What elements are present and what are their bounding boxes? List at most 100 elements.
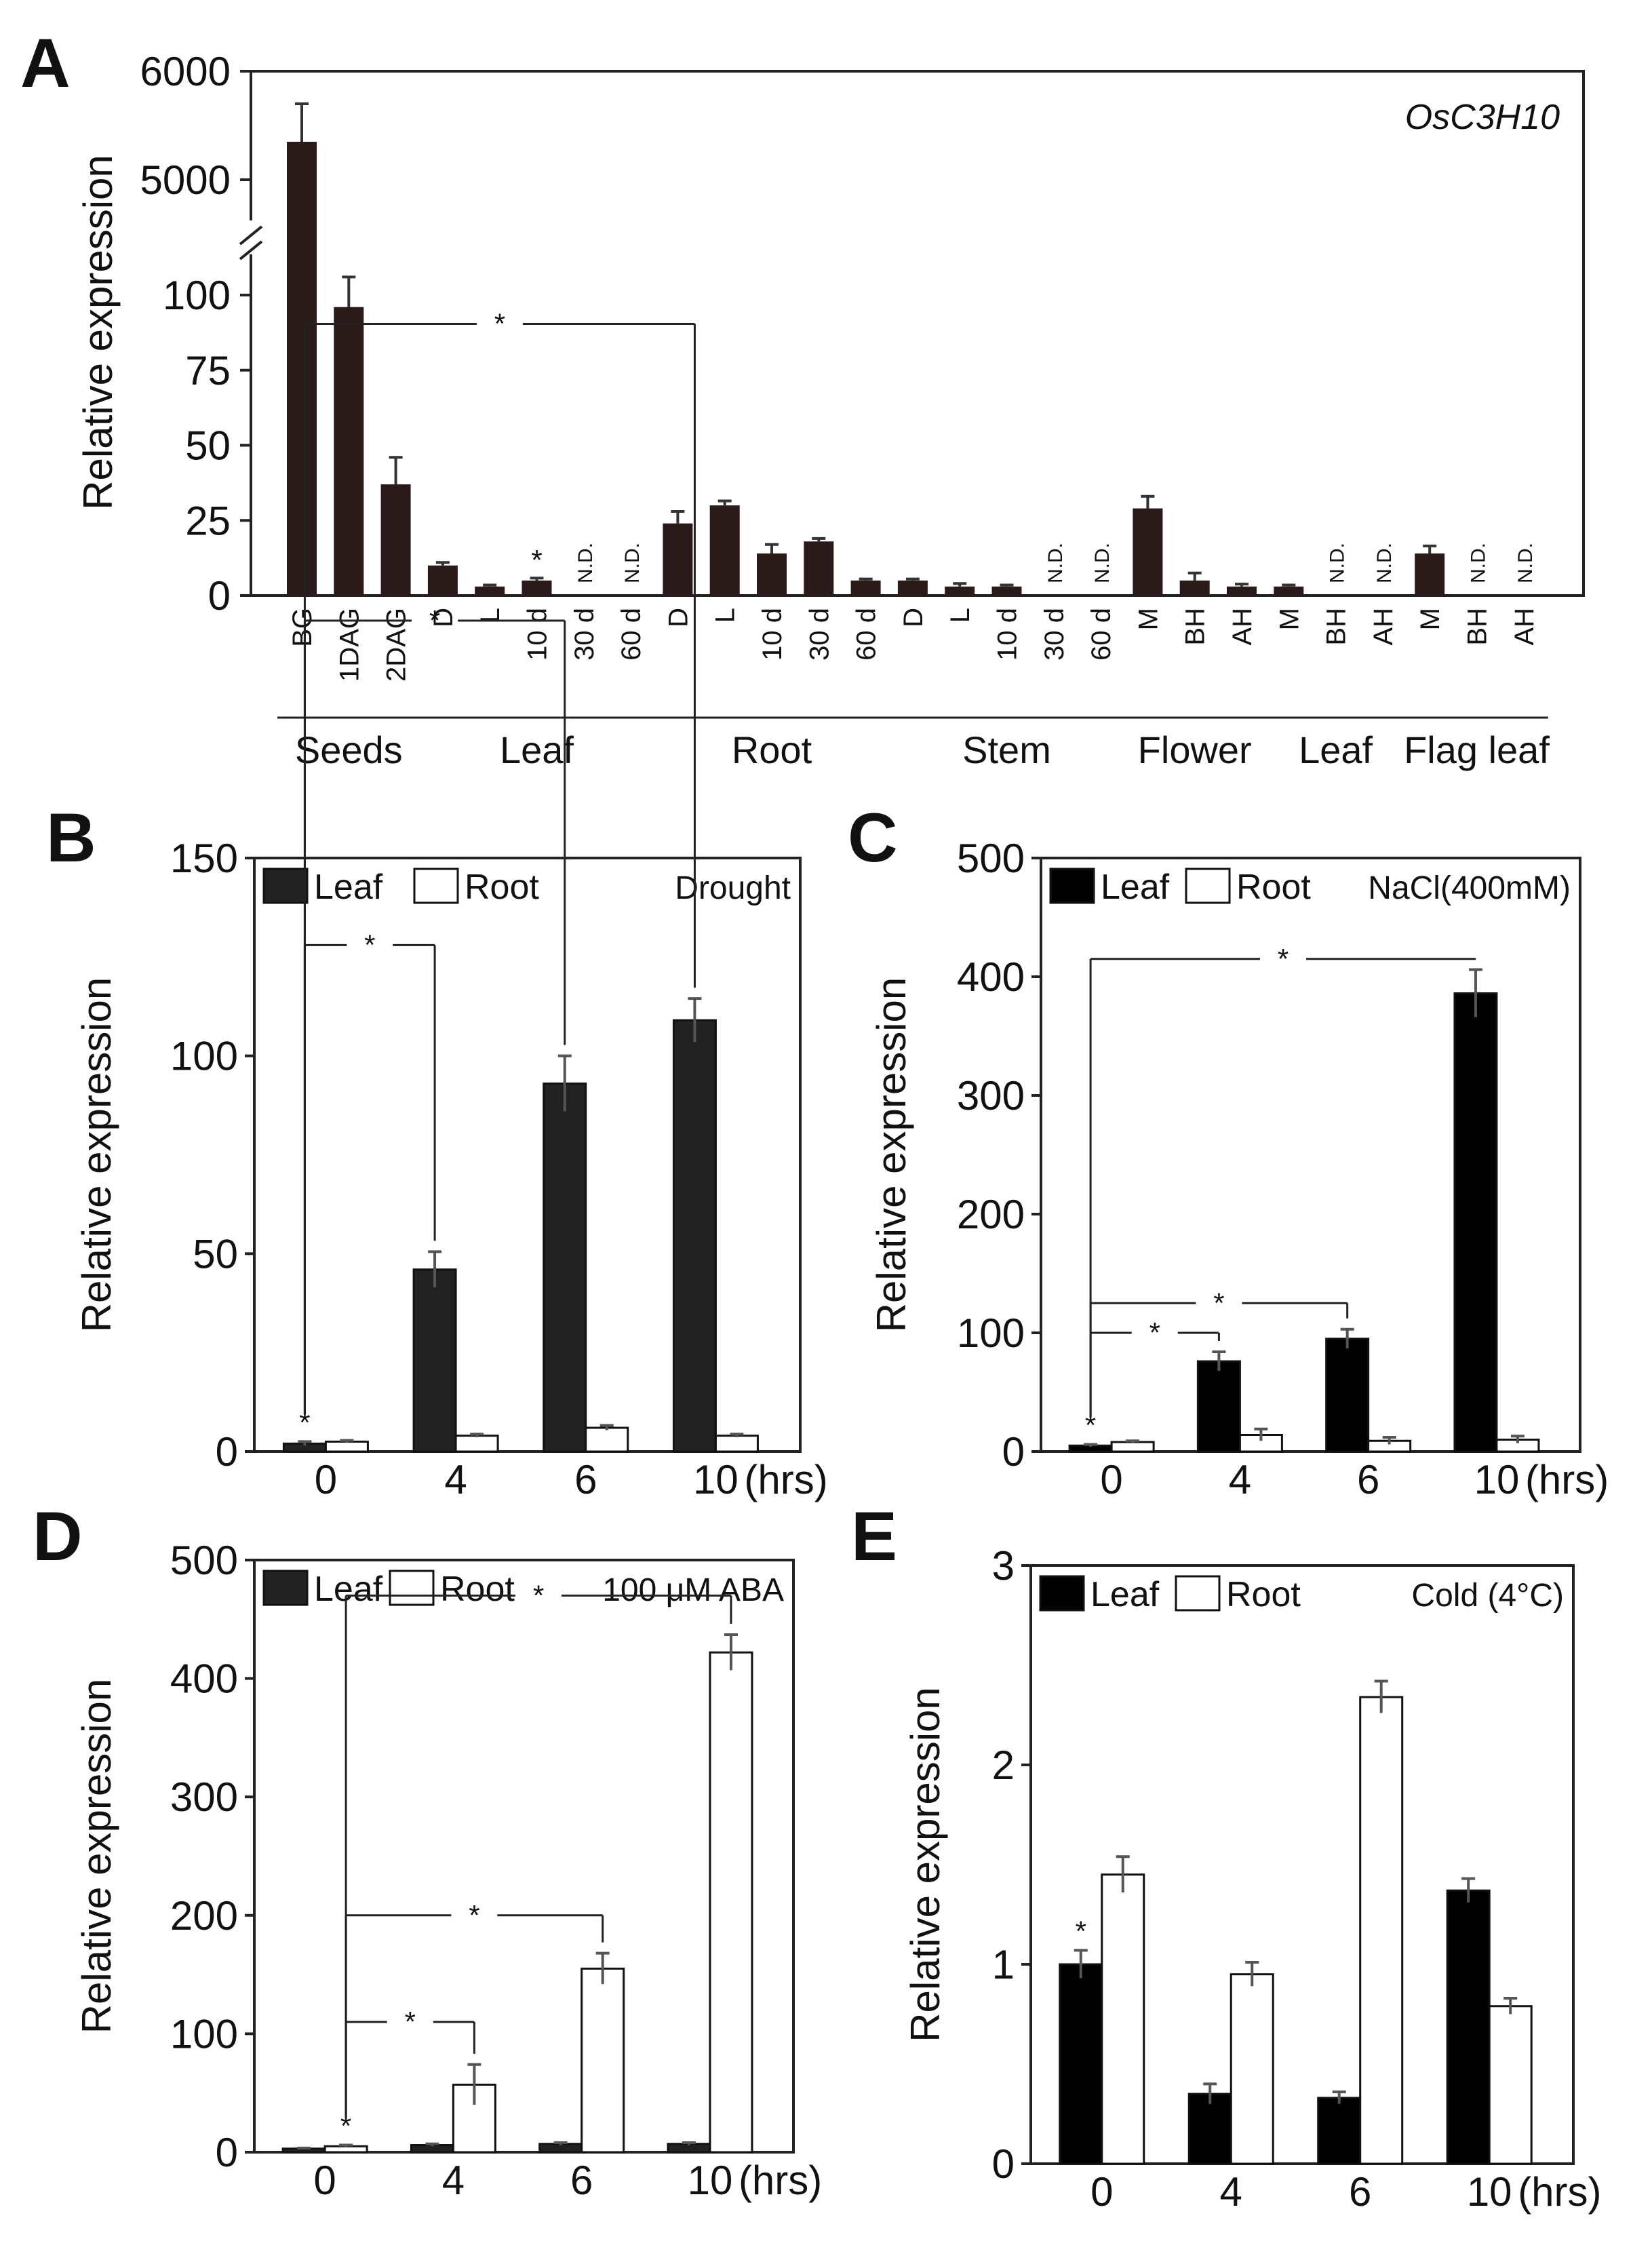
- panel-a-nd-label: N.D.: [1326, 543, 1349, 583]
- panel-d-bar-root: [581, 1967, 625, 2154]
- panel-b-bar-root: [585, 1426, 629, 1453]
- panel-e-y-tick-label: 0: [992, 2141, 1015, 2187]
- panel-e-bar-root: [1488, 2005, 1533, 2165]
- panel-a-group-label: Seeds: [295, 728, 403, 771]
- panel-b-letter: B: [46, 799, 96, 876]
- panel-d-ylabel: Relative expression: [74, 1679, 119, 2034]
- panel-a-category-label: D: [429, 608, 458, 627]
- panel-a-category-label: 10 d: [523, 608, 553, 661]
- panel-a-category-label: AH: [1510, 608, 1539, 646]
- panel-a-y-tick-label: 50: [185, 423, 231, 469]
- panel-a-category-label: L: [475, 608, 505, 623]
- panel-a-bar: [850, 580, 881, 596]
- panel-c-comparison-star: *: [1213, 1287, 1224, 1319]
- panel-c-x-unit-label: (hrs): [1525, 1457, 1609, 1502]
- panel-d-y-tick-label: 100: [170, 2011, 238, 2057]
- panel-c-y-tick-label: 500: [957, 836, 1025, 881]
- panel-a-bar: [380, 484, 411, 596]
- panel-c-y-tick-label: 100: [957, 1310, 1025, 1356]
- panel-a-category-label: 60 d: [1086, 608, 1116, 661]
- panel-a-nd-label: N.D.: [1091, 543, 1114, 583]
- panel-b-x-tick-label: 6: [574, 1457, 597, 1502]
- panel-e-bar-root: [1101, 1873, 1145, 2165]
- panel-a-category-label: 30 d: [1040, 608, 1069, 661]
- panel-a-nd-label: N.D.: [1373, 543, 1396, 583]
- panel-e-condition-label: Cold (4°C): [1411, 1578, 1564, 1614]
- panel-a-category-label: BH: [1181, 608, 1211, 646]
- panel-a-y-tick-label: 0: [208, 573, 231, 619]
- panel-d-y-tick-label: 500: [170, 1538, 238, 1583]
- panel-b-x-tick-label: 10: [693, 1457, 739, 1502]
- panel-a-category-label: BH: [1322, 608, 1352, 646]
- panel-a-category-label: D: [663, 608, 693, 627]
- panel-b-condition-label: Drought: [675, 870, 791, 906]
- panel-d-legend-leaf-label: Leaf: [314, 1570, 383, 1609]
- panel-d-x-tick-label: 4: [442, 2158, 465, 2203]
- panel-b-legend-root-swatch: [413, 868, 459, 904]
- panel-d-base-star: *: [340, 2110, 351, 2142]
- panel-d-y-tick-label: 0: [216, 2130, 238, 2175]
- panel-d-x-tick-label: 6: [570, 2158, 593, 2203]
- panel-a-category-label: AH: [1369, 608, 1398, 646]
- panel-c-frame: [1040, 857, 1581, 1453]
- panel-b-bar-root: [714, 1435, 759, 1453]
- panel-e-legend-leaf-label: Leaf: [1090, 1575, 1160, 1614]
- panel-b-x-unit-label: (hrs): [744, 1457, 827, 1502]
- panel-e-legend-root-swatch: [1175, 1575, 1221, 1612]
- panel-e-y-tick-label: 1: [992, 1942, 1015, 1987]
- panel-d-frame: [253, 1559, 795, 2154]
- panel-a-bar: [757, 553, 787, 596]
- panel-b-bar-leaf: [412, 1268, 457, 1453]
- panel-d-bar-leaf: [667, 2143, 711, 2154]
- panel-e-bar-leaf: [1446, 1889, 1491, 2165]
- panel-e-frame: [1029, 1564, 1575, 2165]
- panel-a-category-label: BH: [1463, 608, 1493, 646]
- panel-a-bar: [663, 523, 693, 596]
- panel-d-bar-root: [709, 1651, 753, 2154]
- panel-a-group-label: Leaf: [1299, 728, 1373, 771]
- panel-a-category-label: 60 d: [616, 608, 646, 661]
- panel-b-legend-leaf-swatch: [262, 868, 309, 904]
- panel-e-legend-leaf-swatch: [1039, 1575, 1085, 1612]
- panel-a-ylabel: Relative expression: [75, 155, 121, 510]
- panel-d-comparison-star: *: [469, 1899, 479, 1931]
- panel-c-bar-root: [1110, 1441, 1155, 1453]
- panel-d-y-tick-label: 300: [170, 1774, 238, 1820]
- panel-b-y-tick-label: 50: [193, 1231, 238, 1277]
- panel-a-category-label: 30 d: [804, 608, 834, 661]
- panel-b-x-tick-label: 0: [315, 1457, 337, 1502]
- panel-e-bar-leaf: [1187, 2092, 1232, 2165]
- panel-a-axis-break-mark: [239, 240, 263, 260]
- panel-a-bar: [897, 580, 928, 596]
- panel-a-nd-label: N.D.: [574, 543, 597, 583]
- panel-a-bar: [1179, 580, 1210, 596]
- panel-b-legend-leaf-label: Leaf: [314, 868, 383, 907]
- panel-d-legend-root-label: Root: [440, 1570, 515, 1609]
- panel-a-y-tick-label: 25: [185, 498, 231, 543]
- panel-a-group-label: Stem: [962, 728, 1051, 771]
- panel-d-x-tick-label: 10: [688, 2158, 733, 2203]
- panel-e-x-tick-label: 6: [1349, 2169, 1371, 2215]
- panel-b-bar-root: [324, 1440, 369, 1453]
- panel-a-group-label: Flower: [1138, 728, 1252, 771]
- panel-e-x-tick-label: 4: [1220, 2169, 1242, 2215]
- panel-b-y-tick-label: 0: [216, 1429, 238, 1475]
- panel-c-x-tick-label: 4: [1229, 1457, 1251, 1502]
- panel-d-y-tick-label: 200: [170, 1893, 238, 1939]
- panel-b-comparison-star: *: [364, 929, 375, 960]
- panel-a-bar: [709, 505, 740, 596]
- panel-a-category-label: 60 d: [852, 608, 882, 661]
- panel-b-legend-root-label: Root: [465, 868, 539, 907]
- panel-d-x-unit-label: (hrs): [739, 2158, 822, 2203]
- panel-c-ylabel: Relative expression: [869, 977, 914, 1333]
- panel-c-y-tick-label: 200: [957, 1192, 1025, 1237]
- panel-b-comparison-star: *: [429, 604, 440, 636]
- panel-b-base-star: *: [299, 1406, 310, 1438]
- panel-e-x-unit-label: (hrs): [1518, 2169, 1601, 2215]
- panel-c-legend-root-label: Root: [1236, 868, 1311, 907]
- panel-d-comparison-star: *: [533, 1579, 544, 1611]
- panel-a-bar: [287, 142, 317, 596]
- panel-c-legend-leaf-swatch: [1049, 868, 1095, 904]
- panel-e-ylabel: Relative expression: [903, 1687, 948, 2042]
- panel-a-bar: [1133, 508, 1163, 596]
